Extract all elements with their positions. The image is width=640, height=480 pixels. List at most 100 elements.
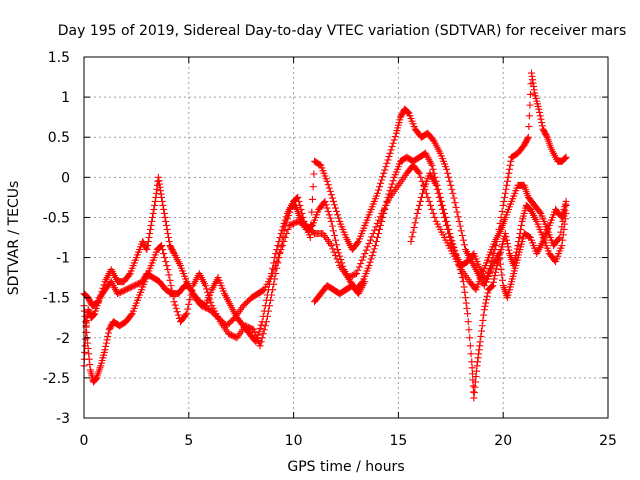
- data-point: [450, 194, 458, 202]
- data-point: [383, 197, 391, 205]
- data-point: [449, 243, 457, 251]
- data-point: [559, 231, 567, 239]
- y-tick-label: -2: [56, 331, 70, 347]
- data-point: [489, 278, 497, 286]
- data-point: [562, 153, 570, 161]
- data-point: [492, 268, 500, 276]
- data-point: [309, 183, 317, 191]
- data-point: [368, 252, 376, 260]
- data-point: [374, 229, 382, 237]
- data-point: [489, 282, 497, 290]
- x-tick-label: 0: [80, 433, 89, 449]
- data-point: [441, 213, 449, 221]
- data-point: [458, 274, 466, 282]
- data-point: [431, 213, 439, 221]
- data-point: [147, 221, 155, 229]
- data-point: [429, 165, 437, 173]
- data-point: [364, 243, 372, 251]
- data-point: [445, 229, 453, 237]
- data-point: [100, 281, 108, 289]
- data-point: [279, 223, 287, 231]
- data-point: [297, 205, 305, 213]
- data-point: [255, 328, 263, 336]
- data-point: [466, 334, 474, 342]
- data-point: [161, 213, 169, 221]
- data-point: [543, 132, 551, 140]
- data-point: [102, 342, 110, 350]
- data-point: [276, 234, 284, 241]
- data-point: [102, 339, 110, 347]
- data-point: [182, 311, 190, 319]
- data-point: [453, 208, 461, 216]
- data-point: [483, 292, 491, 300]
- data-point: [358, 256, 366, 264]
- data-point: [381, 205, 389, 213]
- data-point: [428, 161, 436, 169]
- data-point: [412, 214, 420, 222]
- data-point: [502, 185, 510, 193]
- data-point: [407, 238, 415, 246]
- data-point: [390, 136, 398, 144]
- data-point: [308, 195, 316, 203]
- data-point: [101, 346, 109, 354]
- data-point: [263, 291, 271, 299]
- data-point: [504, 243, 512, 251]
- data-point: [277, 243, 285, 251]
- data-point: [561, 154, 569, 162]
- data-point: [561, 155, 569, 163]
- data-point: [168, 287, 176, 295]
- y-tick-label: -0.5: [43, 210, 70, 226]
- data-point: [480, 282, 488, 290]
- data-point: [438, 205, 446, 213]
- data-point: [144, 238, 152, 246]
- data-point: [330, 231, 338, 239]
- data-point: [503, 177, 511, 185]
- data-point: [144, 242, 152, 250]
- data-point: [436, 197, 444, 205]
- data-point: [378, 176, 386, 184]
- data-point: [150, 205, 158, 213]
- data-point: [277, 229, 285, 237]
- data-point: [146, 229, 154, 237]
- data-point: [203, 285, 211, 293]
- data-point: [329, 245, 337, 253]
- data-point: [327, 242, 335, 250]
- data-point: [427, 201, 435, 209]
- data-point: [377, 179, 385, 187]
- data-point: [202, 282, 210, 290]
- data-point: [459, 236, 467, 244]
- data-point: [496, 255, 504, 263]
- x-tick-labels: 0 5 10 15 20 25: [80, 433, 617, 449]
- data-point: [371, 226, 379, 234]
- data-point: [366, 236, 374, 244]
- data-point: [270, 259, 278, 267]
- data-point: [149, 209, 157, 217]
- data-point: [296, 201, 304, 209]
- data-point: [505, 165, 513, 173]
- data-point: [460, 241, 468, 249]
- data-point: [378, 217, 386, 225]
- data-point: [524, 133, 532, 141]
- data-point: [439, 209, 447, 217]
- data-point: [361, 278, 369, 286]
- data-point: [497, 266, 505, 274]
- data-point: [325, 211, 333, 219]
- data-point: [457, 270, 465, 278]
- data-point: [326, 187, 334, 195]
- data-point: [414, 205, 422, 213]
- data-point: [326, 214, 334, 222]
- data-point: [469, 382, 477, 390]
- data-point: [252, 338, 260, 346]
- data-point: [389, 139, 397, 147]
- data-point: [481, 302, 489, 310]
- data-point: [478, 322, 486, 330]
- y-tick-label: 1: [61, 90, 70, 106]
- data-point: [480, 306, 488, 314]
- data-point: [325, 184, 333, 192]
- data-point: [536, 208, 544, 216]
- data-point: [278, 226, 286, 234]
- data-point: [428, 205, 436, 213]
- data-point: [335, 249, 343, 257]
- data-point: [504, 173, 512, 181]
- data-point: [525, 123, 533, 131]
